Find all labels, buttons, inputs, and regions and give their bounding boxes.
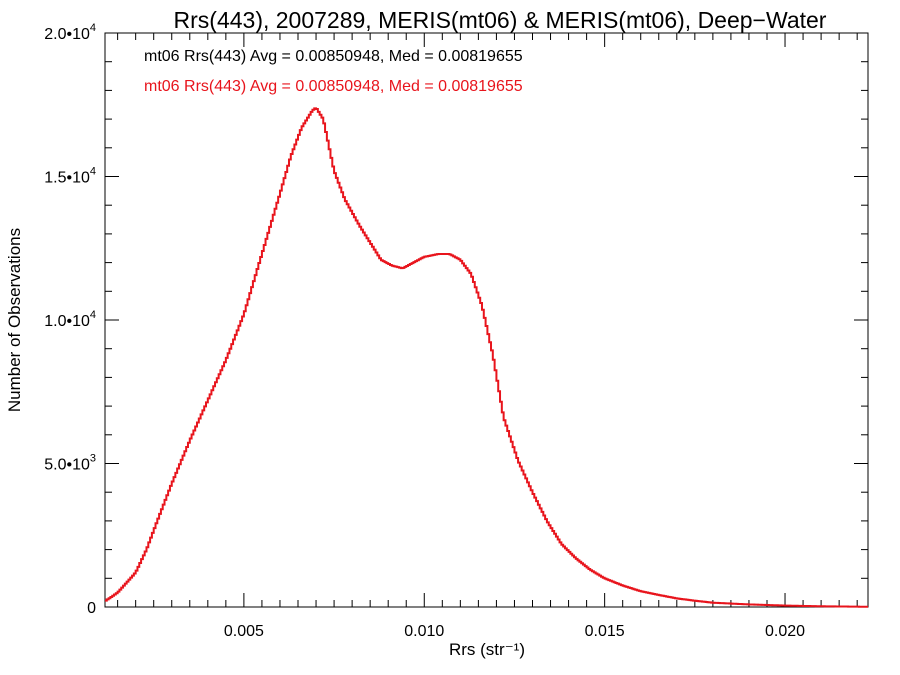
stats-annotation-black: mt06 Rrs(443) Avg = 0.00850948, Med = 0.… bbox=[144, 48, 523, 65]
y-tick-label: 2.0•104 bbox=[44, 22, 96, 43]
y-tick-mantissa: 5.0•10 bbox=[44, 457, 90, 474]
y-tick-mantissa: 2.0•10 bbox=[44, 26, 90, 43]
stats-annotation-red: mt06 Rrs(443) Avg = 0.00850948, Med = 0.… bbox=[144, 78, 523, 95]
y-tick-label: 5.0•103 bbox=[44, 453, 96, 474]
x-tick-labels: 0.005 0.010 0.015 0.020 bbox=[224, 623, 805, 640]
y-tick-exponent: 3 bbox=[90, 453, 96, 465]
y-tick-exponent: 4 bbox=[90, 166, 96, 178]
x-tick-label: 0.010 bbox=[404, 623, 444, 640]
series-step-line bbox=[105, 107, 868, 608]
y-tick-mantissa: 0 bbox=[87, 600, 96, 617]
chart-title: Rrs(443), 2007289, MERIS(mt06) & MERIS(m… bbox=[174, 7, 827, 33]
x-tick-label: 0.015 bbox=[585, 623, 625, 640]
y-tick-exponent: 4 bbox=[90, 309, 96, 321]
x-axis-label: Rrs (str⁻¹) bbox=[449, 640, 525, 659]
y-axis-label: Number of Observations bbox=[5, 228, 24, 412]
axis-ticks bbox=[105, 32, 868, 608]
y-tick-label: 1.5•104 bbox=[44, 166, 96, 187]
y-tick-label: 0 bbox=[87, 600, 96, 617]
y-tick-mantissa: 1.5•10 bbox=[44, 170, 90, 187]
x-tick-label: 0.020 bbox=[765, 623, 805, 640]
y-tick-mantissa: 1.0•10 bbox=[44, 313, 90, 330]
y-tick-label: 1.0•104 bbox=[44, 309, 96, 330]
x-tick-label: 0.005 bbox=[224, 623, 264, 640]
y-tick-exponent: 4 bbox=[90, 22, 96, 34]
